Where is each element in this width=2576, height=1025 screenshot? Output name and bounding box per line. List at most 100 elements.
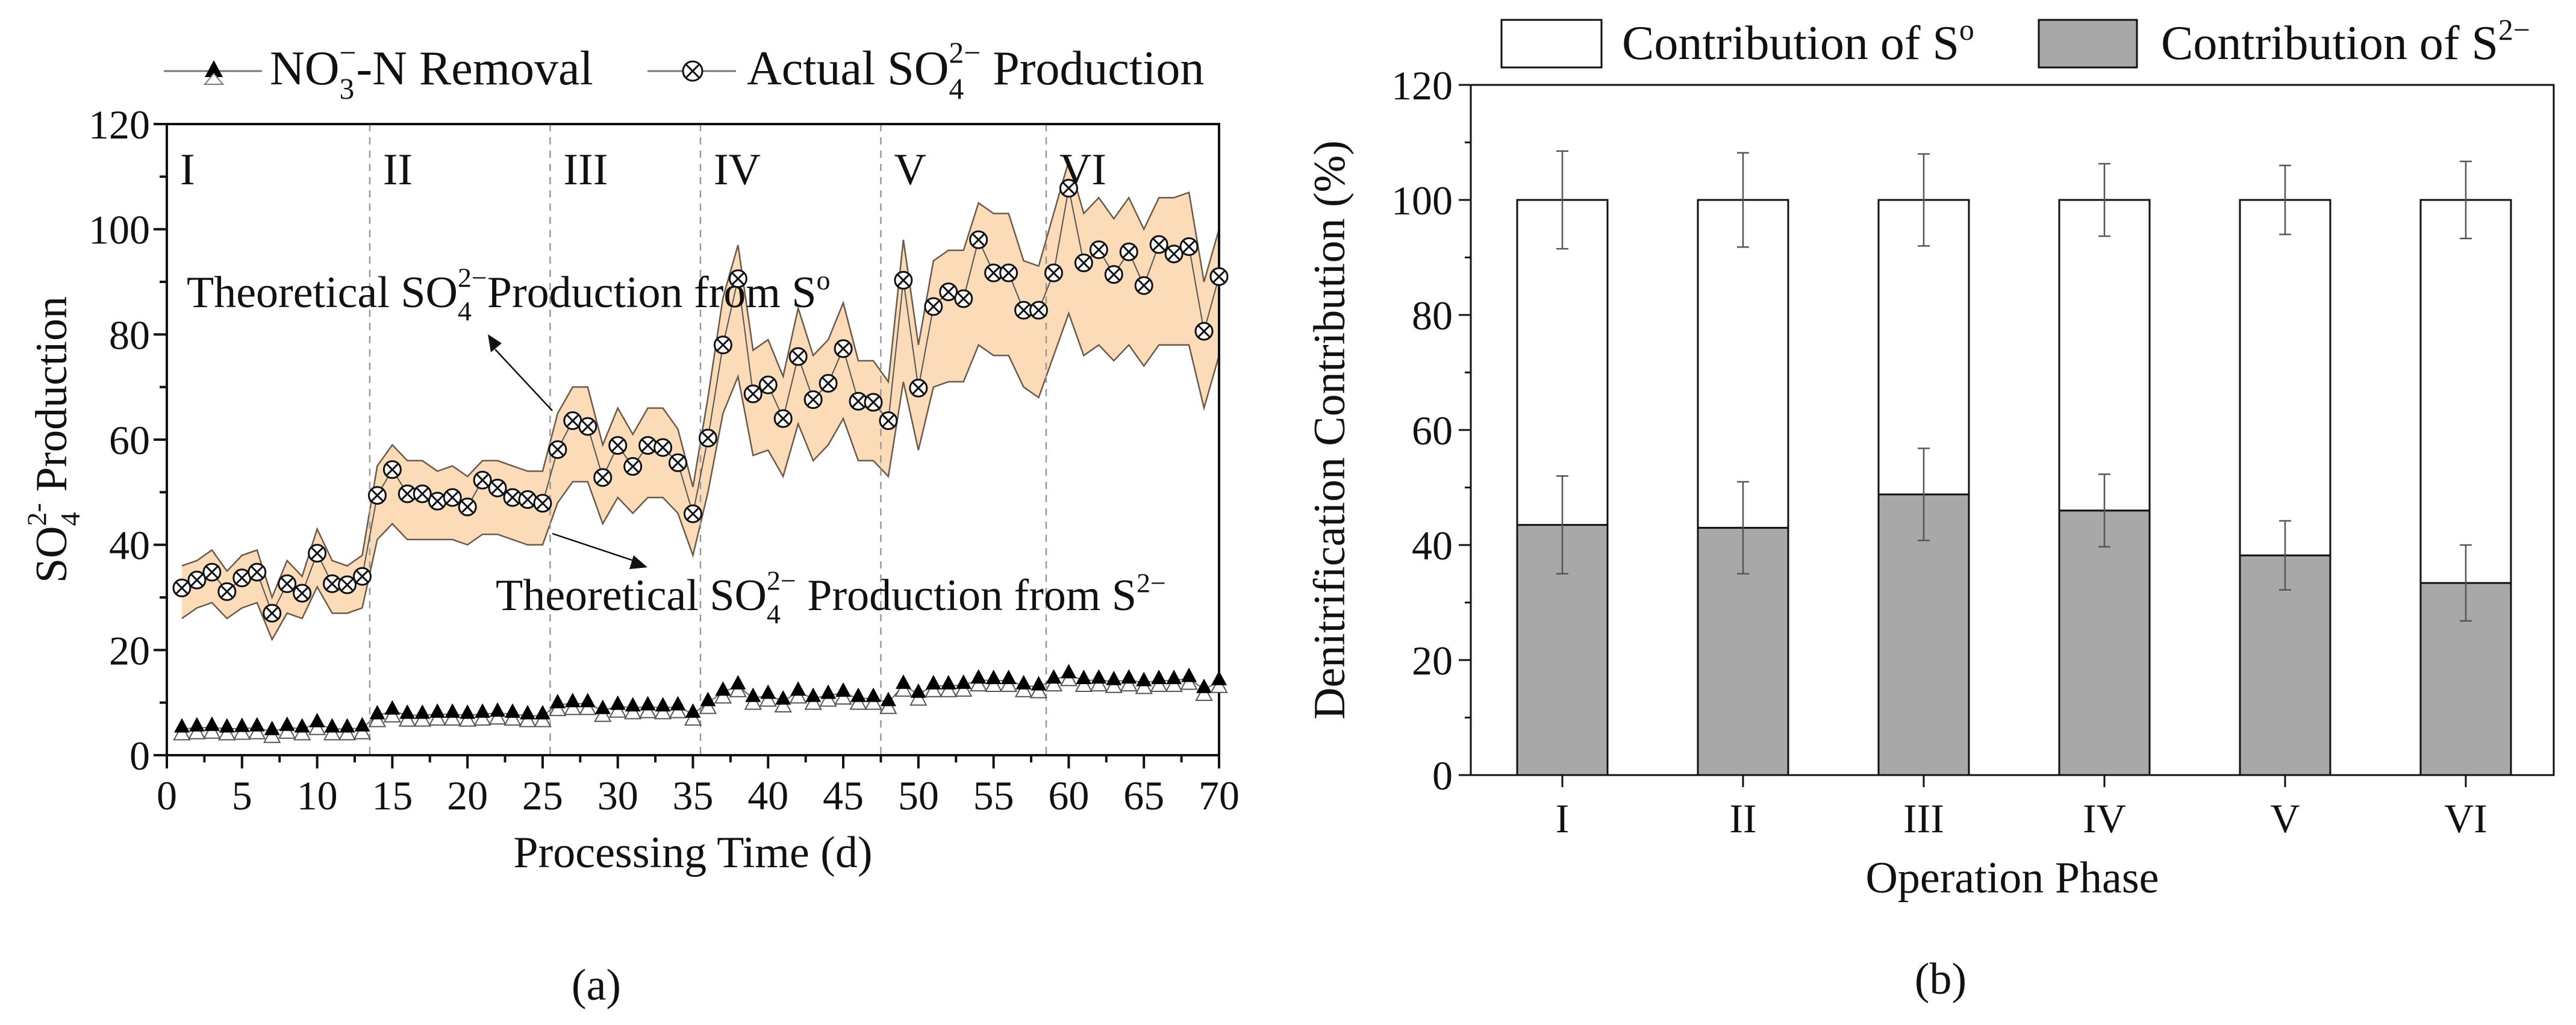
x-tick-label: 25 (522, 773, 563, 818)
marker-cross (926, 299, 940, 314)
actual-so4-marker (1089, 240, 1108, 260)
actual-so4-marker (864, 393, 883, 412)
no3-removal-marker (519, 705, 535, 720)
marker-cross (431, 494, 444, 508)
marker-cross (490, 481, 505, 495)
no3-removal-marker (234, 717, 250, 732)
theoretical-range-band (181, 161, 1219, 640)
text-rest: -N Removal (357, 42, 593, 95)
legend-open-triangle-icon (203, 72, 225, 85)
legend-swatch-s2 (2038, 19, 2138, 69)
actual-so4-marker (623, 457, 643, 476)
no3-removal-marker (490, 702, 506, 717)
actual-so4-marker (1044, 263, 1063, 282)
error-bar-s0-V (2279, 164, 2291, 235)
text-rest: Production (981, 42, 1204, 95)
actual-so4-marker (608, 436, 628, 455)
marker-cross (340, 578, 354, 592)
no3-removal-marker (429, 703, 446, 718)
no3-removal-marker (745, 687, 761, 702)
actual-so4-marker (638, 436, 658, 455)
actual-so4-marker (819, 374, 838, 393)
text-base: Contribution of S (2161, 17, 2498, 70)
marker-cross (911, 381, 925, 395)
text-superscript: 2− (767, 565, 796, 596)
actual-so4-marker (728, 269, 747, 288)
text-base: Theoretical SO (496, 571, 767, 620)
actual-so4-marker (803, 390, 823, 410)
text-superscript: 2− (949, 36, 981, 69)
text-rest: Production (27, 296, 76, 503)
marker-cross (1077, 256, 1091, 270)
actual-so4-marker (698, 428, 717, 447)
actual-so4-marker (834, 339, 853, 358)
no3-removal-marker (1136, 671, 1152, 687)
actual-so4-marker (578, 417, 597, 436)
actual-so4-marker (1074, 254, 1093, 273)
arrow-line-s0 (494, 349, 553, 411)
text-superscript: − (340, 36, 357, 69)
x-tick-label: 30 (597, 773, 638, 818)
marker-cross (866, 395, 881, 410)
no3-removal-marker (670, 696, 686, 711)
marker-cross (446, 491, 460, 505)
text-base: Theoretical SO (187, 268, 458, 317)
marker-cross (716, 338, 730, 352)
no3-removal-marker (460, 704, 476, 719)
x-tick-label: 45 (823, 773, 864, 818)
marker-cross (505, 491, 520, 505)
legend-no3-removal: NO3−-N Removal (270, 36, 593, 105)
y-tick-label: 40 (109, 523, 150, 569)
actual-so4-marker (278, 574, 297, 593)
text-base: Contribution of S (1622, 17, 1959, 70)
text-base: Actual SO (747, 42, 949, 95)
text-rest: Production from S (796, 571, 1137, 620)
y-axis-title: Denitrification Contribution (%) (1305, 140, 1355, 720)
text-subscript: 4 (55, 512, 86, 526)
legend-triangle-icon (205, 60, 223, 77)
actual-so4-marker (954, 289, 973, 308)
x-tick-label: 15 (372, 773, 413, 818)
actual-so4-marker (1119, 242, 1138, 261)
error-bar-s0-I (1556, 150, 1568, 250)
x-tick-label: IV (2083, 796, 2126, 841)
marker-cross (881, 414, 896, 428)
text-subscript: 3 (340, 72, 355, 105)
actual-so4-marker (1194, 322, 1214, 341)
bar-s2-IV (2058, 509, 2151, 776)
x-tick-label: I (1556, 796, 1570, 841)
marker-cross (1032, 304, 1046, 317)
bar-s0-IV (2058, 199, 2151, 512)
no3-removal-marker (835, 682, 852, 697)
actual-so4-marker (999, 263, 1018, 282)
marker-cross (837, 341, 850, 355)
marker-cross (611, 438, 625, 452)
text-subscript: 4 (458, 296, 472, 326)
plot-frame (1470, 84, 2555, 776)
actual-so4-marker (533, 494, 552, 513)
no3-removal-marker (910, 683, 926, 698)
actual-so4-marker (1209, 267, 1229, 286)
no3-removal-marker (655, 697, 671, 712)
actual-so4-marker (743, 384, 763, 403)
y-tick-label: 20 (1412, 638, 1453, 684)
marker-cross (190, 573, 204, 587)
no3-removal-marker (880, 691, 896, 706)
no3-removal-marker (1121, 669, 1137, 684)
no3-removal-marker (1000, 669, 1017, 684)
no3-removal-marker (955, 674, 971, 689)
no3-removal-marker (1166, 669, 1182, 684)
text-rest: Production from S (487, 268, 817, 317)
actual-so4-marker (924, 297, 943, 316)
marker-cross (416, 487, 429, 501)
no3-removal-marker (279, 716, 295, 731)
actual-so4-marker (849, 391, 868, 411)
panel-label-a: (a) (572, 961, 621, 1010)
x-tick-label: 40 (747, 773, 788, 818)
bar-s0-I (1516, 199, 1609, 526)
error-bar-s2-I (1556, 475, 1568, 575)
text-base: SO (27, 526, 76, 583)
